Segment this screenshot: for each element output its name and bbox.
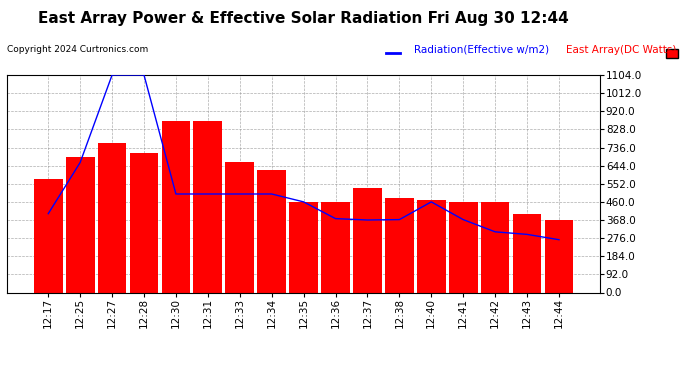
- Bar: [417, 200, 446, 292]
- Bar: [513, 214, 542, 292]
- Bar: [161, 121, 190, 292]
- Bar: [193, 121, 222, 292]
- Bar: [544, 220, 573, 292]
- Text: East Array Power & Effective Solar Radiation Fri Aug 30 12:44: East Array Power & Effective Solar Radia…: [38, 11, 569, 26]
- Bar: [289, 202, 318, 292]
- Bar: [353, 188, 382, 292]
- Bar: [98, 143, 126, 292]
- Bar: [481, 202, 509, 292]
- Text: East Array(DC Watts): East Array(DC Watts): [566, 45, 676, 55]
- Bar: [448, 202, 477, 292]
- Bar: [257, 170, 286, 292]
- Text: Radiation(Effective w/m2): Radiation(Effective w/m2): [414, 45, 549, 55]
- Bar: [66, 157, 95, 292]
- Bar: [321, 202, 350, 292]
- Bar: [130, 153, 159, 292]
- Bar: [385, 198, 414, 292]
- Bar: [34, 179, 63, 292]
- Bar: [226, 162, 254, 292]
- Text: Copyright 2024 Curtronics.com: Copyright 2024 Curtronics.com: [7, 45, 148, 54]
